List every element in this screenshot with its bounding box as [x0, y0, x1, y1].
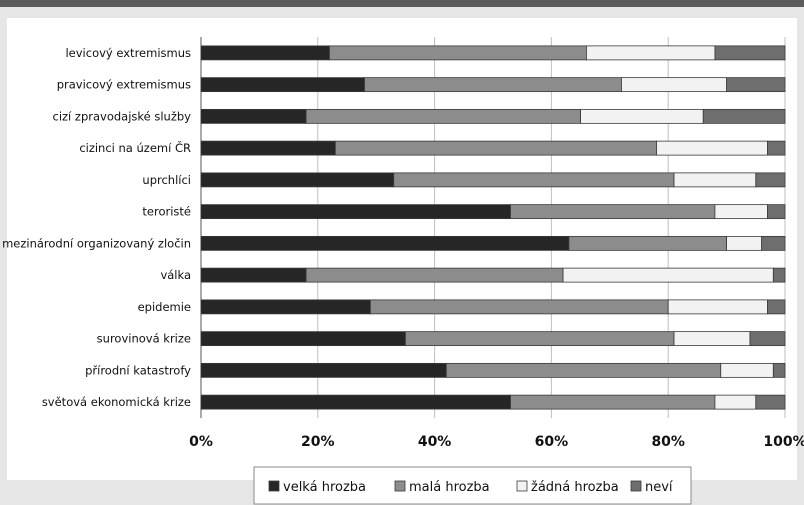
bar-segment: [714, 45, 786, 61]
category-label: mezinárodní organizovaný zločin: [2, 236, 191, 250]
category-label: levicový extremismus: [65, 46, 191, 60]
bar-segment: [673, 331, 751, 347]
x-tick-labels: 0% 20% 40% 60% 80% 100%: [189, 434, 804, 450]
bar-segment: [656, 140, 768, 156]
chart-legend: velká hrozba malá hrozba žádná hrozba neví: [253, 466, 692, 505]
bar-segment: [586, 45, 716, 61]
bar-segment: [200, 45, 330, 61]
bar-segment: [702, 108, 786, 124]
bar-segment: [755, 172, 786, 188]
chart-bars: [200, 45, 786, 410]
bar-segment: [510, 394, 716, 410]
bar-segment: [334, 140, 657, 156]
bar-segment: [200, 235, 570, 251]
category-label: cizinci na území ČR: [79, 140, 191, 155]
bar-segment: [404, 331, 675, 347]
bar-segment: [568, 235, 727, 251]
bar-segment: [767, 204, 786, 220]
bar-segment: [200, 331, 406, 347]
category-label: světová ekonomická krize: [42, 395, 191, 409]
bar-segment: [305, 108, 582, 124]
bar-segment: [200, 140, 336, 156]
bar-segment: [720, 362, 774, 378]
category-label: cizí zpravodajské služby: [53, 109, 192, 123]
bar-segment: [667, 299, 768, 315]
x-tick-label: 40%: [418, 434, 452, 450]
category-label: uprchlíci: [142, 173, 191, 187]
bar-segment: [714, 394, 757, 410]
legend-label: žádná hrozba: [531, 480, 619, 495]
bar-segment: [200, 204, 511, 220]
bar-segment: [767, 299, 786, 315]
category-label: přírodní katastrofy: [85, 363, 191, 377]
category-label: epidemie: [138, 300, 191, 314]
bar-segment: [749, 331, 786, 347]
legend-swatch: [630, 480, 642, 492]
bar-segment: [200, 394, 511, 410]
category-label: válka: [160, 268, 191, 282]
bar-segment: [364, 77, 622, 93]
category-labels: levicový extremismus pravicový extremismu…: [2, 46, 191, 409]
bar-segment: [200, 172, 395, 188]
bar-segment: [200, 267, 307, 283]
legend-swatch: [516, 480, 528, 492]
x-tick-label: 20%: [301, 434, 335, 450]
x-tick-label: 100%: [763, 434, 804, 450]
bar-segment: [445, 362, 722, 378]
legend-swatch: [268, 480, 280, 492]
bar-segment: [726, 235, 763, 251]
top-bar: [0, 0, 804, 7]
bar-segment: [562, 267, 774, 283]
category-label: surovinová krize: [97, 332, 191, 346]
legend-box: [253, 466, 692, 505]
category-label: pravicový extremismus: [57, 78, 191, 92]
bar-segment: [714, 204, 768, 220]
bar-segment: [772, 267, 786, 283]
x-tick-label: 80%: [651, 434, 685, 450]
chart-grid: [200, 37, 786, 418]
legend-label: velká hrozba: [283, 480, 366, 495]
bar-segment: [200, 77, 365, 93]
bar-segment: [510, 204, 716, 220]
bar-segment: [305, 267, 564, 283]
bar-segment: [673, 172, 757, 188]
bar-segment: [726, 77, 786, 93]
bar-segment: [621, 77, 727, 93]
legend-swatch: [394, 480, 406, 492]
x-tick-label: 60%: [535, 434, 569, 450]
bar-segment: [761, 235, 786, 251]
bar-segment: [767, 140, 786, 156]
bar-segment: [200, 362, 447, 378]
bar-segment: [329, 45, 587, 61]
bar-segment: [393, 172, 675, 188]
category-label: teroristé: [142, 205, 191, 219]
legend-label: neví: [645, 480, 673, 495]
legend-label: malá hrozba: [409, 480, 490, 495]
bar-segment: [580, 108, 704, 124]
bar-segment: [369, 299, 669, 315]
bar-segment: [200, 108, 307, 124]
bar-segment: [755, 394, 786, 410]
bar-segment: [772, 362, 786, 378]
x-tick-label: 0%: [189, 434, 213, 450]
bar-segment: [200, 299, 371, 315]
